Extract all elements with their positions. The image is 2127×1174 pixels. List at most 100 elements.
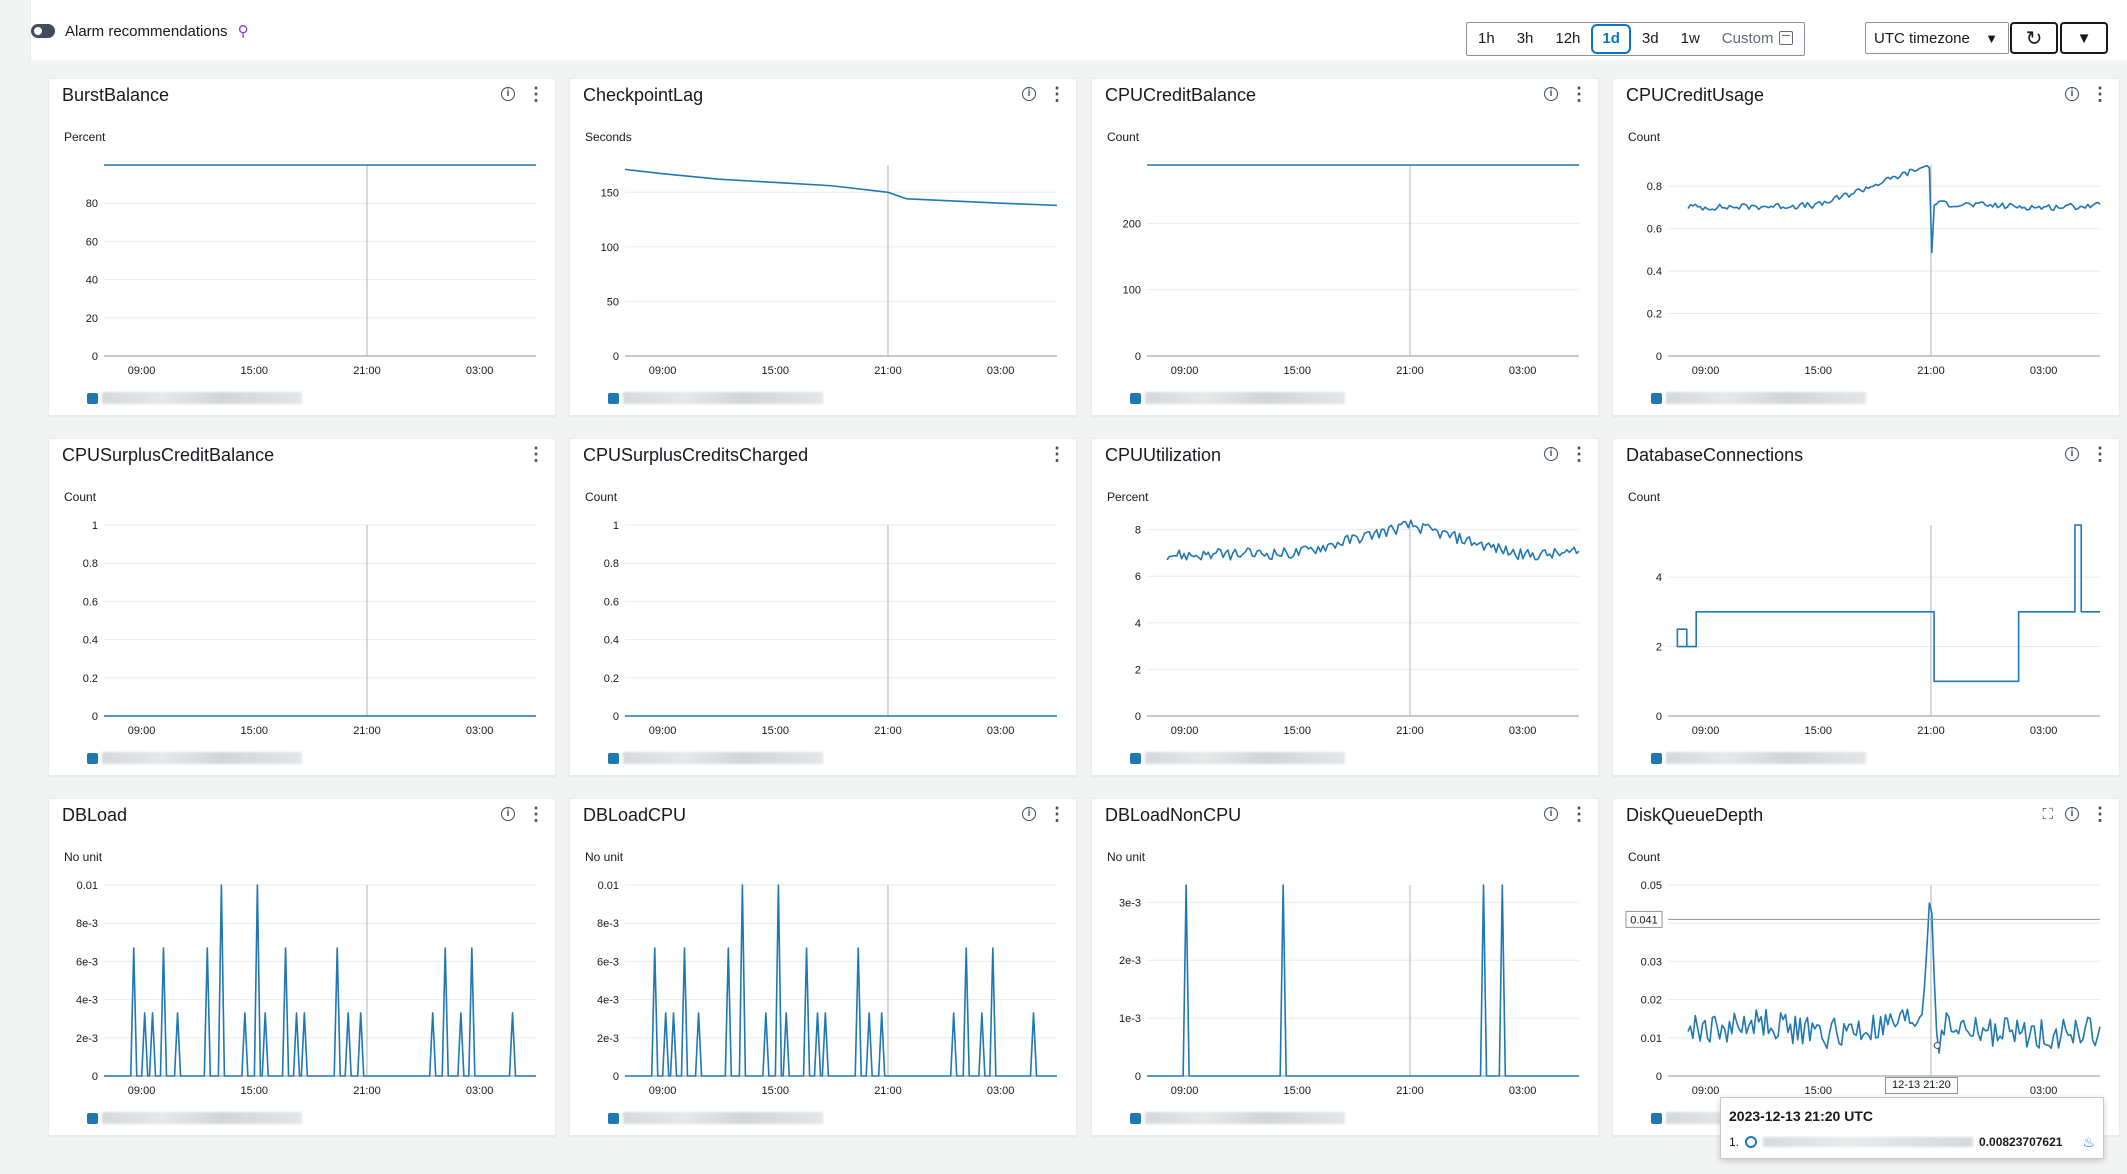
range-3h[interactable]: 3h	[1516, 30, 1534, 47]
metric-chart[interactable]: 0 0.2 0.4 0.6 0.8 09:00 15:00 21:00 03:00	[1613, 79, 2119, 415]
more-options-icon[interactable]: ⋮	[2091, 84, 2109, 104]
info-icon[interactable]: i	[501, 807, 515, 821]
panel-title[interactable]: DiskQueueDepth	[1626, 805, 1764, 825]
panel-title[interactable]: CPUCreditUsage	[1626, 85, 1765, 105]
panel-title[interactable]: BurstBalance	[62, 85, 170, 105]
panel-actions: i ⋮	[1022, 85, 1066, 103]
tooltip-series-name-redacted	[1763, 1137, 1974, 1147]
info-icon[interactable]: i	[1544, 87, 1558, 101]
refresh-options-button[interactable]: ▼	[2060, 22, 2108, 54]
info-icon[interactable]: i	[2065, 87, 2079, 101]
panel-title[interactable]: DBLoadNonCPU	[1105, 805, 1242, 825]
more-options-icon[interactable]: ⋮	[1570, 84, 1588, 104]
chart-legend[interactable]	[608, 392, 823, 404]
refresh-button[interactable]: ↻	[2010, 22, 2058, 54]
calendar-icon	[1779, 31, 1794, 45]
metric-chart[interactable]: 0 2 4 6 8 09:00 15:00 21:00 03:00	[1092, 439, 1598, 775]
series-line[interactable]	[1687, 902, 2101, 1054]
x-tick-label: 21:00	[874, 1085, 902, 1097]
toggle-switch[interactable]	[31, 24, 55, 38]
chart-legend[interactable]	[1651, 392, 1866, 404]
range-1d[interactable]: 1d	[1591, 24, 1631, 54]
chart-legend[interactable]	[87, 1112, 302, 1124]
more-options-icon[interactable]: ⋮	[1048, 444, 1066, 464]
chart-legend[interactable]	[1130, 1112, 1345, 1124]
chart-legend[interactable]	[1651, 752, 1866, 764]
range-1w[interactable]: 1w	[1680, 30, 1700, 47]
series-line[interactable]	[1166, 519, 1580, 561]
y-tick-label: 100	[1123, 285, 1141, 297]
panel-actions: i ⋮	[1544, 805, 1588, 823]
series-line[interactable]	[624, 168, 1058, 207]
panel-title[interactable]: DBLoad	[62, 805, 128, 825]
legend-label-redacted	[1145, 392, 1345, 404]
range-1h[interactable]: 1h	[1478, 30, 1495, 47]
more-options-icon[interactable]: ⋮	[1048, 804, 1066, 824]
y-tick-label: 0	[1135, 711, 1141, 723]
info-icon[interactable]: i	[501, 87, 515, 101]
chart-legend[interactable]	[87, 752, 302, 764]
panel-title[interactable]: CPUSurplusCreditBalance	[62, 445, 275, 465]
more-options-icon[interactable]: ⋮	[1570, 444, 1588, 464]
y-tick-label: 0	[613, 1071, 619, 1083]
more-options-icon[interactable]: ⋮	[527, 84, 545, 104]
metric-chart[interactable]: 00.010.020.030.040.0509:0015:0021:0003:0…	[1613, 799, 2119, 1135]
x-tick-label: 03:00	[466, 725, 494, 737]
series-marker-icon	[1745, 1136, 1758, 1148]
more-options-icon[interactable]: ⋮	[1570, 804, 1588, 824]
panel-title[interactable]: CPUUtilization	[1105, 445, 1222, 465]
y-tick-label: 0.4	[83, 635, 98, 647]
more-options-icon[interactable]: ⋮	[2091, 444, 2109, 464]
y-tick-label: 150	[601, 187, 619, 199]
more-options-icon[interactable]: ⋮	[1048, 84, 1066, 104]
series-line[interactable]	[1147, 884, 1579, 1077]
panel-title[interactable]: DBLoadCPU	[583, 805, 687, 825]
series-line[interactable]	[104, 884, 536, 1077]
more-options-icon[interactable]: ⋮	[527, 444, 545, 464]
metric-chart[interactable]: 0 0.2 0.4 0.6 0.8 1 09:00 15:00 21:00 03:00	[570, 439, 1076, 775]
panel-title[interactable]: CPUCreditBalance	[1105, 85, 1257, 105]
legend-swatch	[1130, 392, 1141, 404]
info-icon[interactable]: i	[1022, 807, 1036, 821]
series-line[interactable]	[1687, 164, 2101, 254]
expand-icon[interactable]: ⛶	[2042, 805, 2053, 823]
chart-legend[interactable]	[87, 392, 302, 404]
metric-chart[interactable]: 0 1e-3 2e-3 3e-3 09:00 15:00 21:00 03:00	[1092, 799, 1598, 1135]
alarm-recommendations-toggle[interactable]: Alarm recommendations ⚲	[31, 22, 249, 40]
chart-legend[interactable]	[608, 1112, 823, 1124]
y-tick-label: 8	[1135, 525, 1141, 537]
chart-legend[interactable]	[1130, 392, 1345, 404]
panel-title[interactable]: DatabaseConnections	[1626, 445, 1804, 465]
y-tick-label: 0	[613, 351, 619, 363]
x-tick-label: 09:00	[1171, 725, 1199, 737]
series-line[interactable]	[1676, 524, 2100, 683]
more-options-icon[interactable]: ⋮	[527, 804, 545, 824]
info-icon[interactable]: i	[1544, 807, 1558, 821]
metric-chart[interactable]: 0 2e-3 4e-3 6e-3 8e-3 0.01 09:00 15:00 21:00 03:0…	[570, 799, 1076, 1135]
metric-chart[interactable]: 0 100 200 09:00 15:00 21:00 03:00	[1092, 79, 1598, 415]
range-12h[interactable]: 12h	[1555, 30, 1581, 47]
series-line[interactable]	[625, 884, 1057, 1077]
metric-chart[interactable]: 0 2 4 09:00 15:00 21:00 03:00	[1613, 439, 2119, 775]
more-options-icon[interactable]: ⋮	[2091, 804, 2109, 824]
y-tick-label: 0.01	[1641, 1033, 1662, 1045]
panel-title[interactable]: CheckpointLag	[583, 85, 704, 105]
metric-chart[interactable]: 0 0.2 0.4 0.6 0.8 1 09:00 15:00 21:00 03:00	[49, 439, 555, 775]
panel-title[interactable]: CPUSurplusCreditsCharged	[583, 445, 809, 465]
lightbulb-icon: ⚲	[237, 23, 249, 40]
range-3d[interactable]: 3d	[1641, 30, 1659, 47]
info-icon[interactable]: i	[1022, 87, 1036, 101]
x-tick-label: 15:00	[1283, 365, 1311, 377]
x-tick-label: 03:00	[2030, 365, 2058, 377]
custom-range-button[interactable]: Custom	[1711, 24, 1805, 54]
metric-chart[interactable]: 0 2e-3 4e-3 6e-3 8e-3 0.01 09:00 15:00 21:00 03:0…	[49, 799, 555, 1135]
chart-legend[interactable]	[1130, 752, 1345, 764]
metric-chart[interactable]: 0 50 100 150 09:00 15:00 21:00 03:00	[570, 79, 1076, 415]
alarm-bell-icon[interactable]: ♨	[2082, 1134, 2095, 1150]
timezone-select[interactable]: UTC timezone ▼	[1865, 22, 2009, 54]
metric-chart[interactable]: 0 20 40 60 80 09:00 15:00 21:00 03:00	[49, 79, 555, 415]
info-icon[interactable]: i	[2065, 447, 2079, 461]
info-icon[interactable]: i	[1544, 447, 1558, 461]
chart-legend[interactable]	[608, 752, 823, 764]
info-icon[interactable]: i	[2065, 807, 2079, 821]
